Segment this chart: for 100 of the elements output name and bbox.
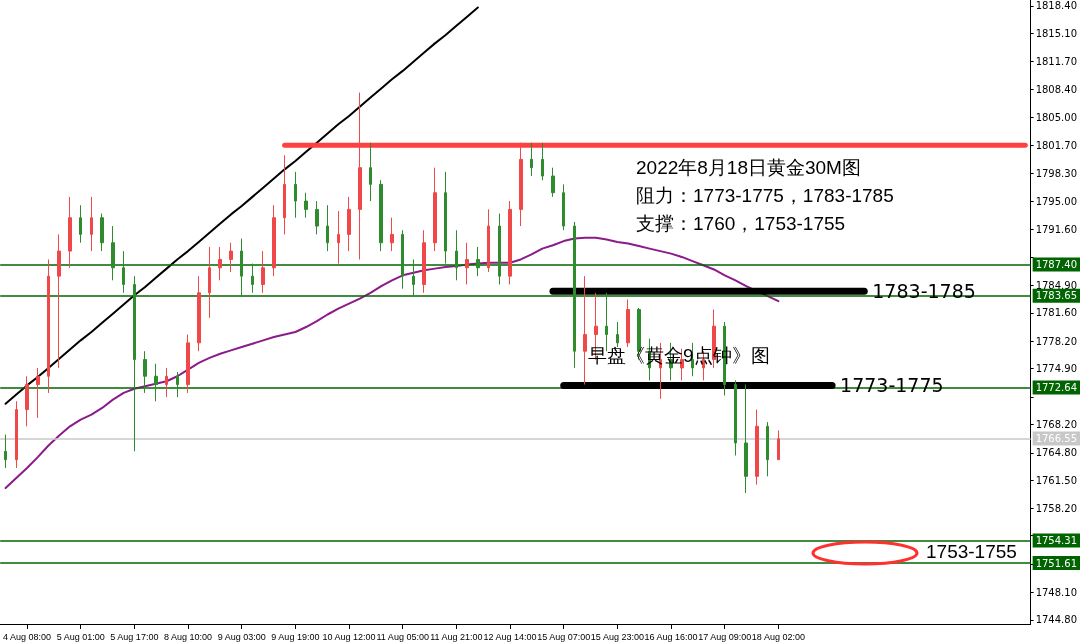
y-tick-label: 1791.60 (1035, 223, 1078, 235)
candlestick (261, 250, 265, 294)
candlestick (616, 321, 619, 348)
candlestick (369, 142, 372, 202)
candlestick (36, 367, 40, 419)
x-tick-label: 17 Aug 09:00 (698, 631, 752, 642)
x-tick-label: 4 Aug 08:00 (3, 631, 52, 642)
candlestick (208, 246, 211, 319)
candlestick (777, 429, 780, 461)
candlestick (562, 183, 565, 231)
candlestick (294, 171, 297, 219)
candlestick (165, 367, 168, 398)
candlestick (304, 192, 308, 219)
x-tick-label: 5 Aug 17:00 (110, 631, 159, 642)
y-tick-label: 1805.00 (1035, 112, 1078, 124)
candlestick (358, 92, 362, 260)
candlestick (176, 371, 179, 398)
x-tick-label: 18 Aug 02:00 (751, 631, 805, 642)
candlestick (530, 142, 533, 177)
candlestick (755, 409, 759, 486)
y-tick-label: 1761.50 (1035, 475, 1078, 487)
candlestick (487, 208, 490, 273)
ref-line-label: 1751.61 (1035, 557, 1078, 569)
x-tick-label: 8 Aug 10:00 (164, 631, 213, 642)
y-tick-label: 1801.70 (1035, 139, 1078, 151)
candlestick (4, 434, 7, 469)
annotation: 2022年8月18日黄金30M图 (636, 157, 861, 178)
y-tick-label: 1815.10 (1035, 27, 1078, 39)
y-tick-label: 1798.30 (1035, 168, 1078, 180)
candlestick (734, 379, 737, 456)
y-tick-label: 1774.90 (1035, 363, 1078, 375)
x-tick-label: 15 Aug 23:00 (590, 631, 644, 642)
candlestick (15, 400, 18, 469)
candlestick (240, 238, 243, 298)
x-tick-label: 11 Aug 21:00 (430, 631, 483, 642)
candlestick (498, 213, 501, 285)
ref-line-label: 1754.31 (1035, 534, 1078, 546)
candlestick (519, 142, 523, 227)
candlestick (444, 171, 447, 265)
annotation: 支撑：1760，1753-1755 (636, 213, 846, 234)
candlestick (197, 275, 201, 352)
x-tick-label: 12 Aug 14:00 (483, 631, 537, 642)
y-tick-label: 1784.90 (1035, 279, 1078, 291)
candlestick (122, 250, 125, 294)
candlestick (476, 246, 480, 277)
y-tick-label: 1764.80 (1035, 447, 1078, 459)
y-tick-label: 1778.20 (1035, 335, 1078, 347)
candlestick (744, 384, 748, 494)
y-tick-label: 1781.60 (1035, 307, 1078, 319)
candlestick (583, 275, 587, 386)
candlestick (573, 221, 576, 369)
x-tick-label: 9 Aug 03:00 (217, 631, 266, 642)
candlestick (25, 375, 29, 427)
candlestick (272, 204, 276, 277)
candlestick (186, 334, 190, 394)
candlestick (111, 225, 115, 281)
candlestick (57, 233, 61, 369)
candlestick (390, 217, 394, 252)
y-tick-label: 1768.20 (1035, 419, 1078, 431)
y-tick-label: 1808.40 (1035, 83, 1078, 95)
candlestick (251, 263, 254, 294)
candlestick (766, 421, 769, 477)
candlestick (47, 258, 50, 394)
candlestick (626, 298, 630, 348)
candlestick (347, 196, 351, 252)
ref-line-label: 1772.64 (1035, 382, 1078, 394)
candlestick (315, 200, 319, 235)
candlestick (90, 196, 93, 252)
y-tick-label: 1748.10 (1035, 586, 1078, 598)
ref-line-label: 1783.65 (1035, 290, 1078, 302)
candlestick (79, 204, 82, 244)
candlestick (154, 363, 158, 402)
candlestick (541, 142, 544, 181)
line-series (4, 6, 479, 405)
candlestick (465, 242, 469, 285)
candlestick (68, 196, 72, 269)
candlestick (412, 258, 415, 298)
y-tick-label: 1795.00 (1035, 195, 1078, 207)
candlestick (133, 275, 136, 452)
candlestick (283, 154, 286, 235)
annotation: 1753-1755 (926, 541, 1017, 562)
ref-line-label: 1787.40 (1035, 258, 1078, 270)
x-tick-label: 5 Aug 01:00 (56, 631, 105, 642)
candlestick (143, 350, 147, 394)
x-tick-label: 9 Aug 19:00 (271, 631, 320, 642)
x-tick-label: 15 Aug 07:00 (537, 631, 591, 642)
candlestick (551, 167, 555, 198)
y-tick-label: 1744.80 (1035, 614, 1078, 626)
candlestick (379, 179, 383, 252)
x-tick-label: 10 Aug 12:00 (322, 631, 376, 642)
candlestick (100, 213, 104, 252)
y-tick-label: 1818.40 (1035, 0, 1078, 12)
y-tick-label: 1811.70 (1035, 56, 1078, 68)
candlestick (229, 242, 233, 273)
x-tick-label: 16 Aug 16:00 (644, 631, 698, 642)
candlestick (508, 200, 512, 285)
candlestick (455, 229, 458, 281)
candlestick (401, 229, 404, 290)
y-tick-label: 1758.20 (1035, 502, 1078, 514)
line-series (4, 236, 780, 490)
